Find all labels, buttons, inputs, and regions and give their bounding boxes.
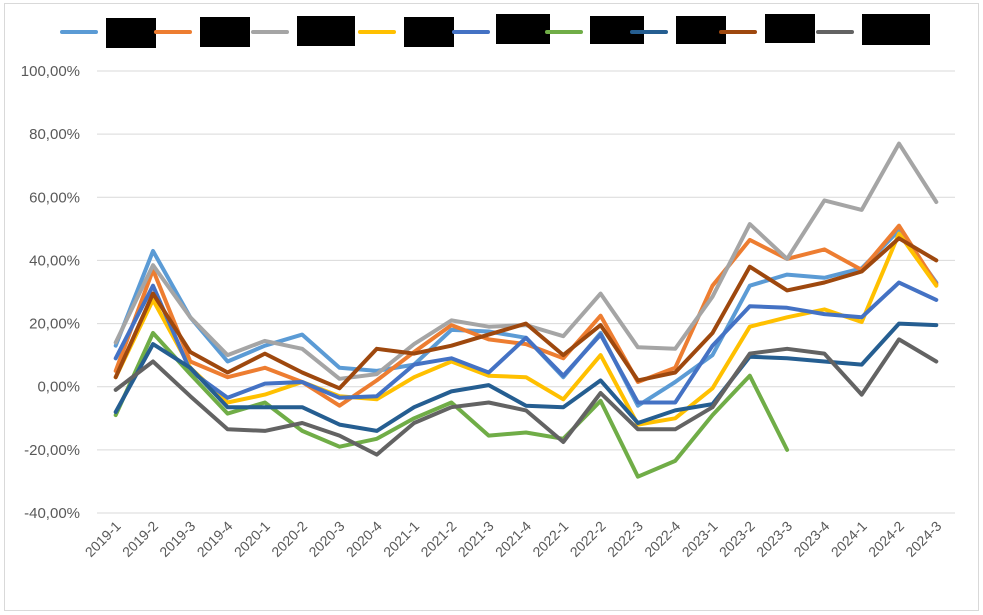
x-tick-label: 2020-3 — [305, 518, 347, 560]
x-tick-label: 2021-4 — [492, 518, 534, 560]
x-tick-label: 2023-2 — [716, 518, 758, 560]
x-tick-label: 2021-3 — [455, 518, 497, 560]
series-line-5 — [113, 280, 939, 405]
series-line-8 — [113, 236, 939, 391]
y-tick-label: 20,00% — [29, 316, 80, 333]
series-line-4 — [113, 231, 939, 427]
series-line-6 — [113, 331, 790, 479]
y-tick-label: 0,00% — [37, 379, 80, 396]
x-tick-label: 2019-1 — [82, 518, 124, 560]
y-tick-label: 60,00% — [29, 189, 80, 206]
y-tick-label: 100,00% — [21, 63, 80, 80]
legend-label-redacted-2 — [200, 17, 250, 47]
x-tick-label: 2020-4 — [343, 518, 385, 560]
series-line-9 — [113, 337, 939, 457]
legend-label-redacted-1 — [106, 18, 156, 48]
x-tick-label: 2023-1 — [679, 518, 721, 560]
legend-label-redacted-4 — [404, 17, 454, 47]
x-tick-label: 2022-4 — [641, 518, 683, 560]
x-tick-label: 2022-3 — [604, 518, 646, 560]
y-axis-tick-labels: -40,00% -20,00% 0,00% 20,00% 40,00% 60,00% 80,… — [21, 63, 80, 522]
x-tick-label: 2019-3 — [156, 518, 198, 560]
x-tick-label: 2021-1 — [380, 518, 422, 560]
x-tick-label: 2023-4 — [790, 518, 832, 560]
x-tick-label: 2024-3 — [902, 518, 944, 560]
y-tick-label: 40,00% — [29, 252, 80, 269]
x-tick-label: 2021-2 — [417, 518, 459, 560]
series-line-7 — [113, 321, 939, 433]
legend-label-redacted-3 — [297, 16, 355, 46]
x-tick-label: 2024-1 — [828, 518, 870, 560]
legend-label-redacted-7 — [676, 16, 726, 44]
legend-label-redacted-5 — [496, 14, 550, 44]
series-line-2 — [113, 223, 939, 408]
x-tick-label: 2019-2 — [119, 518, 161, 560]
series-lines — [113, 141, 939, 479]
legend — [60, 14, 930, 48]
x-tick-label: 2020-2 — [268, 518, 310, 560]
y-tick-label: -20,00% — [24, 442, 80, 459]
y-tick-label: 80,00% — [29, 126, 80, 143]
x-tick-label: 2024-2 — [865, 518, 907, 560]
x-tick-label: 2020-1 — [231, 518, 273, 560]
gridlines — [97, 70, 955, 514]
x-axis-tick-labels: 2019-12019-22019-32019-42020-12020-22020… — [82, 518, 945, 560]
y-tick-label: -40,00% — [24, 505, 80, 522]
x-tick-label: 2022-2 — [567, 518, 609, 560]
x-tick-label: 2022-1 — [529, 518, 571, 560]
x-tick-label: 2019-4 — [194, 518, 236, 560]
x-tick-label: 2023-3 — [753, 518, 795, 560]
legend-label-redacted-9 — [862, 14, 930, 45]
legend-label-redacted-8 — [765, 14, 815, 43]
